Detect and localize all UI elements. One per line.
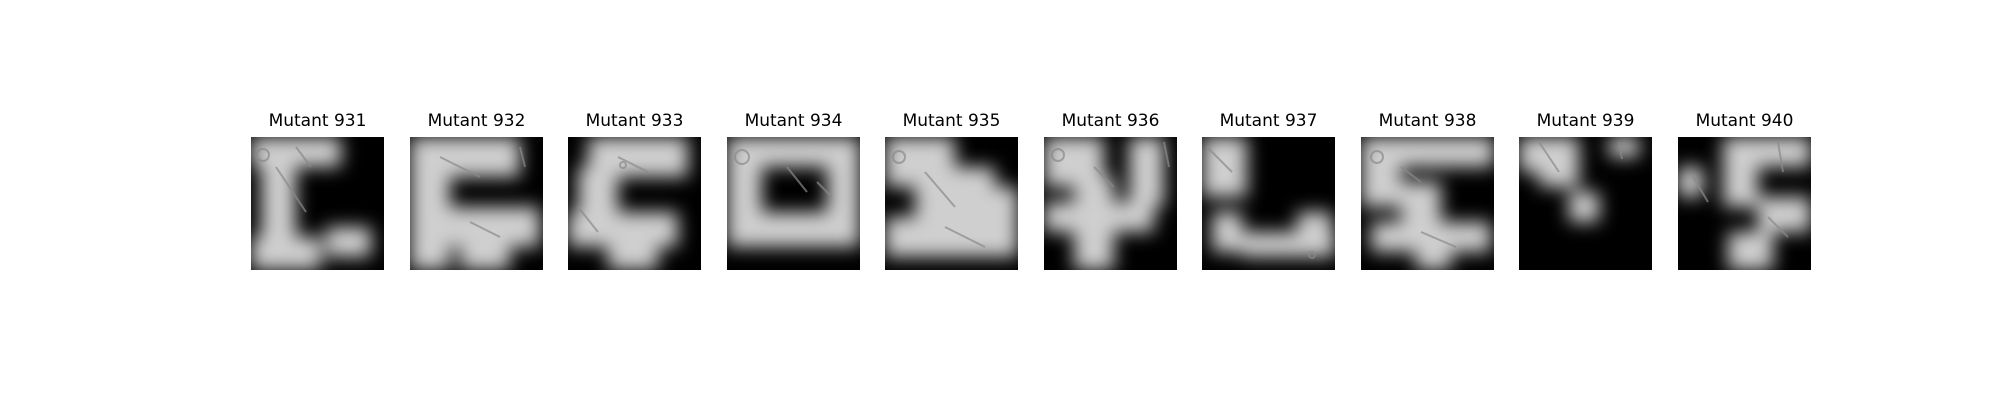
mutant-935-image — [885, 137, 1018, 270]
panel-title: Mutant 937 — [1219, 111, 1318, 131]
mutant-933-image — [568, 137, 701, 270]
panel-mutant-938: Mutant 938 — [1361, 110, 1494, 270]
panel-title: Mutant 931 — [268, 111, 367, 131]
mutant-932-image — [410, 137, 543, 270]
panel-mutant-936: Mutant 936 — [1044, 110, 1177, 270]
mutant-937-image — [1202, 137, 1335, 270]
panel-title: Mutant 940 — [1695, 111, 1794, 131]
mutant-939-image — [1519, 137, 1652, 270]
mutant-936-image — [1044, 137, 1177, 270]
panel-title: Mutant 939 — [1536, 111, 1635, 131]
panel-mutant-931: Mutant 931 — [251, 110, 384, 270]
mutant-934-image — [727, 137, 860, 270]
panel-mutant-934: Mutant 934 — [727, 110, 860, 270]
panel-mutant-933: Mutant 933 — [568, 110, 701, 270]
panel-mutant-939: Mutant 939 — [1519, 110, 1652, 270]
panel-title: Mutant 934 — [744, 111, 843, 131]
panel-title: Mutant 933 — [585, 111, 684, 131]
panel-mutant-937: Mutant 937 — [1202, 110, 1335, 270]
panel-title: Mutant 938 — [1378, 111, 1477, 131]
panel-mutant-935: Mutant 935 — [885, 110, 1018, 270]
mutant-931-image — [251, 137, 384, 270]
panel-title: Mutant 932 — [427, 111, 526, 131]
panel-title: Mutant 936 — [1061, 111, 1160, 131]
panel-mutant-940: Mutant 940 — [1678, 110, 1811, 270]
panel-mutant-932: Mutant 932 — [410, 110, 543, 270]
panel-title: Mutant 935 — [902, 111, 1001, 131]
mutant-938-image — [1361, 137, 1494, 270]
mutant-940-image — [1678, 137, 1811, 270]
